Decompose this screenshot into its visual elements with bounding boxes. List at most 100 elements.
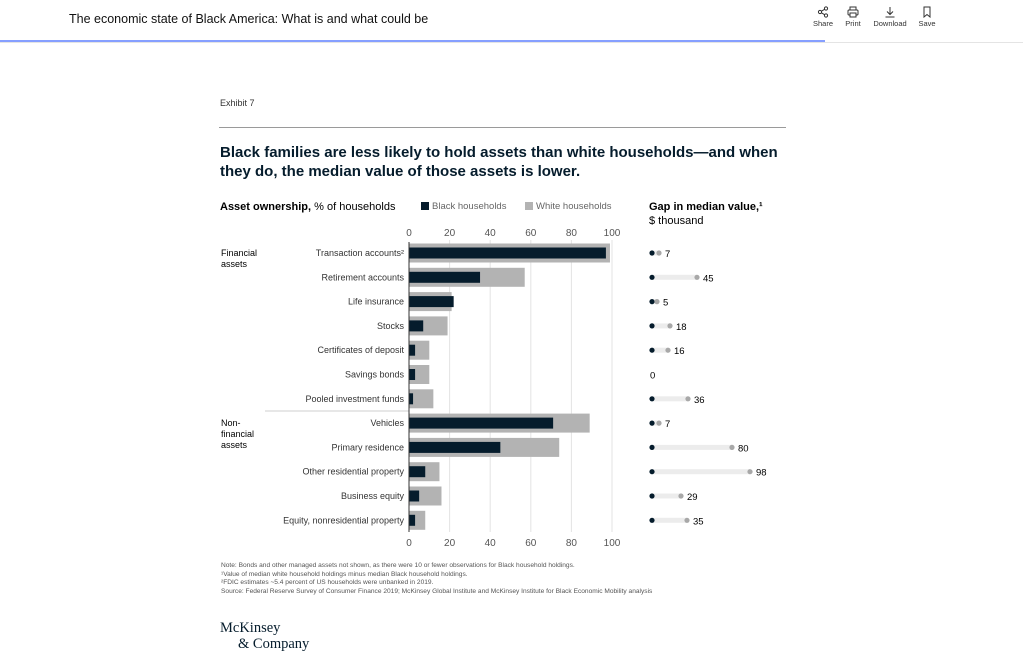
category-label: Pooled investment funds bbox=[305, 394, 404, 404]
gap-dot-black bbox=[649, 347, 655, 353]
category-label: Other residential property bbox=[302, 467, 404, 477]
share-icon bbox=[817, 6, 829, 18]
category-label: Certificates of deposit bbox=[317, 345, 404, 355]
top-bar: The economic state of Black America: Wha… bbox=[0, 0, 1023, 43]
gap-dot-white bbox=[667, 323, 673, 329]
gap-dot-white bbox=[656, 420, 662, 426]
category-label: Primary residence bbox=[331, 442, 404, 452]
divider bbox=[219, 127, 786, 128]
category-label: Stocks bbox=[377, 321, 405, 331]
print-icon bbox=[847, 6, 859, 18]
gap-track bbox=[652, 396, 688, 402]
gap-track bbox=[652, 250, 659, 256]
gap-value: 5 bbox=[663, 298, 668, 309]
x-tick-label-bottom: 20 bbox=[444, 538, 456, 549]
x-tick-label-bottom: 80 bbox=[566, 538, 578, 549]
chart-headline: Black families are less likely to hold a… bbox=[220, 144, 778, 180]
gap-value: 18 bbox=[676, 322, 687, 333]
chart-notes: Note: Bonds and other managed assets not… bbox=[221, 562, 652, 596]
gap-track bbox=[652, 347, 668, 353]
category-label: Savings bonds bbox=[345, 370, 405, 380]
gap-track bbox=[652, 444, 732, 450]
bar-white-households bbox=[409, 389, 434, 409]
gap-dot-white bbox=[694, 274, 700, 280]
page-title: The economic state of Black America: Wha… bbox=[69, 12, 429, 26]
gap-track bbox=[652, 493, 681, 499]
gap-value: 16 bbox=[674, 346, 685, 357]
bar-black-households bbox=[409, 247, 606, 259]
bar-black-households bbox=[409, 466, 426, 478]
x-tick-label-bottom: 60 bbox=[525, 538, 537, 549]
gap-dot-black bbox=[649, 274, 655, 280]
category-label: Business equity bbox=[341, 491, 405, 501]
mckinsey-logo: McKinsey & Company bbox=[220, 620, 309, 652]
bar-black-households bbox=[409, 441, 501, 453]
source-line: Source: Federal Reserve Survey of Consum… bbox=[221, 587, 653, 595]
bar-black-households bbox=[409, 514, 416, 526]
gap-dot-black bbox=[649, 420, 655, 426]
legend-swatch-white bbox=[525, 202, 533, 210]
group-label: Non- bbox=[221, 418, 241, 428]
x-tick-label-top: 0 bbox=[406, 228, 412, 239]
print-label: Print bbox=[845, 19, 861, 28]
gap-dot-white bbox=[654, 299, 660, 305]
gap-dot-black bbox=[649, 517, 655, 523]
gap-dot-white bbox=[747, 469, 753, 475]
gap-track bbox=[652, 517, 687, 523]
group-label: Financial bbox=[221, 248, 257, 258]
bar-black-households bbox=[409, 417, 554, 429]
gap-dot-white bbox=[685, 396, 691, 402]
gap-dot-black bbox=[649, 469, 655, 475]
gap-value: 35 bbox=[693, 516, 704, 527]
gap-dot-white bbox=[729, 444, 735, 450]
download-button[interactable]: Download bbox=[870, 6, 910, 28]
logo-line-1: McKinsey bbox=[220, 620, 281, 636]
legend-swatch-black bbox=[421, 202, 429, 210]
print-button[interactable]: Print bbox=[833, 6, 873, 28]
bar-black-households bbox=[409, 344, 416, 356]
category-label: Vehicles bbox=[370, 418, 404, 428]
exhibit-label: Exhibit 7 bbox=[220, 98, 255, 108]
x-tick-label-top: 20 bbox=[444, 228, 456, 239]
bar-black-households bbox=[409, 296, 454, 308]
bar-black-households bbox=[409, 271, 481, 283]
bar-black-households bbox=[409, 369, 416, 380]
gap-chart-subtitle: $ thousand bbox=[649, 215, 703, 227]
gap-track bbox=[652, 274, 697, 280]
gap-value: 98 bbox=[756, 468, 767, 479]
legend-label-black: Black households bbox=[432, 201, 507, 212]
x-tick-label-bottom: 0 bbox=[406, 538, 412, 549]
gap-dot-black bbox=[649, 444, 655, 450]
gap-track bbox=[652, 323, 670, 329]
gap-chart-title: Gap in median value,¹ bbox=[649, 201, 763, 213]
bar-black-households bbox=[409, 490, 420, 502]
share-button[interactable]: Share bbox=[803, 6, 843, 28]
gap-value: 36 bbox=[694, 395, 705, 406]
category-label: Life insurance bbox=[348, 297, 404, 307]
download-label: Download bbox=[873, 19, 907, 28]
gap-dot-white bbox=[656, 250, 662, 256]
group-label: assets bbox=[221, 440, 248, 450]
gap-dot-black bbox=[649, 250, 655, 256]
gap-value: 7 bbox=[665, 249, 670, 260]
gap-value: 0 bbox=[650, 371, 655, 382]
gap-value: 80 bbox=[738, 443, 749, 454]
category-label: Equity, nonresidential property bbox=[283, 515, 404, 525]
gap-dot-white bbox=[665, 347, 671, 353]
download-icon bbox=[885, 7, 895, 18]
x-tick-label-top: 100 bbox=[604, 228, 621, 239]
gap-dot-black bbox=[649, 299, 655, 305]
bookmark-icon bbox=[923, 6, 931, 18]
x-tick-label-top: 60 bbox=[525, 228, 537, 239]
legend-label-white: White households bbox=[536, 201, 612, 212]
note-line: Note: Bonds and other managed assets not… bbox=[221, 562, 575, 569]
category-label: Transaction accounts² bbox=[316, 248, 404, 258]
gap-dot-black bbox=[649, 493, 655, 499]
reading-progress-bar bbox=[0, 40, 825, 42]
x-tick-label-top: 40 bbox=[485, 228, 497, 239]
save-button[interactable]: Save bbox=[907, 6, 947, 28]
gap-dot-black bbox=[649, 323, 655, 329]
footnote-2: ²FDIC estimates ~5.4 percent of US house… bbox=[221, 579, 434, 587]
bar-black-households bbox=[409, 393, 414, 405]
